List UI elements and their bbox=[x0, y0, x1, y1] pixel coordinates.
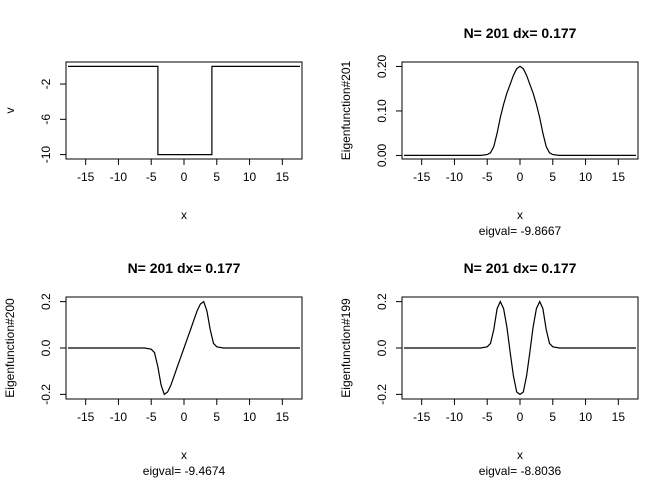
y-tick-label: 0.10 bbox=[375, 99, 389, 123]
plot-frame bbox=[65, 61, 303, 160]
y-tick-label: -0.2 bbox=[375, 384, 389, 405]
chart-title: N= 201 dx= 0.177 bbox=[128, 260, 241, 276]
x-axis-label: x bbox=[517, 208, 523, 222]
x-tick-label: -5 bbox=[146, 170, 157, 184]
y-tick-label: 0.0 bbox=[375, 339, 389, 356]
x-tick-label: 10 bbox=[579, 170, 593, 184]
chart-panel-1: -15 -10 -5 0 5 10 15 -10 -6 -2 x v bbox=[3, 61, 303, 222]
series-line bbox=[404, 65, 636, 156]
y-axis-label: Eigenfunction#201 bbox=[339, 60, 353, 160]
x-tick-label: -5 bbox=[146, 410, 157, 424]
x-tick-label: -5 bbox=[482, 170, 493, 184]
series-line bbox=[404, 300, 636, 396]
x-tick-label: -15 bbox=[413, 170, 431, 184]
y-tick-label: 0.2 bbox=[375, 293, 389, 310]
eigenvalue-label: eigval= -8.8036 bbox=[479, 464, 562, 478]
x-tick-label: 10 bbox=[243, 410, 257, 424]
x-tick-label: 10 bbox=[579, 410, 593, 424]
x-tick-label: 15 bbox=[612, 410, 626, 424]
x-tick-label: -5 bbox=[482, 410, 493, 424]
x-tick-label: 15 bbox=[276, 410, 290, 424]
x-axis-label: x bbox=[181, 448, 187, 462]
y-tick-label: -2 bbox=[39, 78, 53, 89]
y-tick-label: 0.00 bbox=[375, 143, 389, 167]
x-tick-label: -15 bbox=[77, 170, 95, 184]
eigenvalue-label: eigval= -9.4674 bbox=[143, 464, 226, 478]
eigenvalue-label: eigval= -9.8667 bbox=[479, 224, 562, 238]
series-line bbox=[68, 300, 300, 396]
chart-panel-4: -15 -10 -5 0 5 10 15 -0.2 0.0 0.2 N= 201 dx= 0.177… bbox=[339, 260, 639, 478]
x-axis-label: x bbox=[181, 208, 187, 222]
x-tick-label: 15 bbox=[612, 170, 626, 184]
y-tick-label: 0.20 bbox=[375, 54, 389, 78]
chart-panel-2: -15 -10 -5 0 5 10 15 0.00 0.10 0.20 N= 201 dx= 0.1… bbox=[339, 25, 639, 238]
x-tick-label: -10 bbox=[446, 170, 464, 184]
y-tick-label: 0.0 bbox=[39, 339, 53, 356]
chart-panel-3: -15 -10 -5 0 5 10 15 -0.2 0.0 0.2 N= 201 dx= 0.177… bbox=[3, 260, 303, 478]
y-tick-label: -6 bbox=[39, 114, 53, 125]
x-tick-label: 10 bbox=[243, 170, 257, 184]
y-axis-label: v bbox=[3, 108, 17, 114]
y-axis-label: Eigenfunction#200 bbox=[3, 298, 17, 398]
y-tick-label: -0.2 bbox=[39, 384, 53, 405]
x-tick-label: 0 bbox=[181, 410, 188, 424]
chart-title: N= 201 dx= 0.177 bbox=[464, 25, 577, 41]
y-tick-label: -10 bbox=[39, 146, 53, 164]
x-tick-label: 0 bbox=[181, 170, 188, 184]
chart-title: N= 201 dx= 0.177 bbox=[464, 260, 577, 276]
x-tick-label: -10 bbox=[110, 410, 128, 424]
x-tick-label: 0 bbox=[517, 410, 524, 424]
x-tick-label: -10 bbox=[446, 410, 464, 424]
x-tick-label: 5 bbox=[213, 410, 220, 424]
plot-frame bbox=[401, 61, 639, 160]
x-tick-label: -15 bbox=[77, 410, 95, 424]
y-axis-label: Eigenfunction#199 bbox=[339, 298, 353, 398]
x-tick-label: 5 bbox=[213, 170, 220, 184]
x-tick-label: 0 bbox=[517, 170, 524, 184]
x-tick-label: 15 bbox=[276, 170, 290, 184]
x-tick-label: -10 bbox=[110, 170, 128, 184]
series-line bbox=[68, 65, 300, 156]
x-axis-label: x bbox=[517, 448, 523, 462]
x-tick-label: 5 bbox=[549, 410, 556, 424]
x-tick-label: 5 bbox=[549, 170, 556, 184]
y-tick-label: 0.2 bbox=[39, 293, 53, 310]
x-tick-label: -15 bbox=[413, 410, 431, 424]
